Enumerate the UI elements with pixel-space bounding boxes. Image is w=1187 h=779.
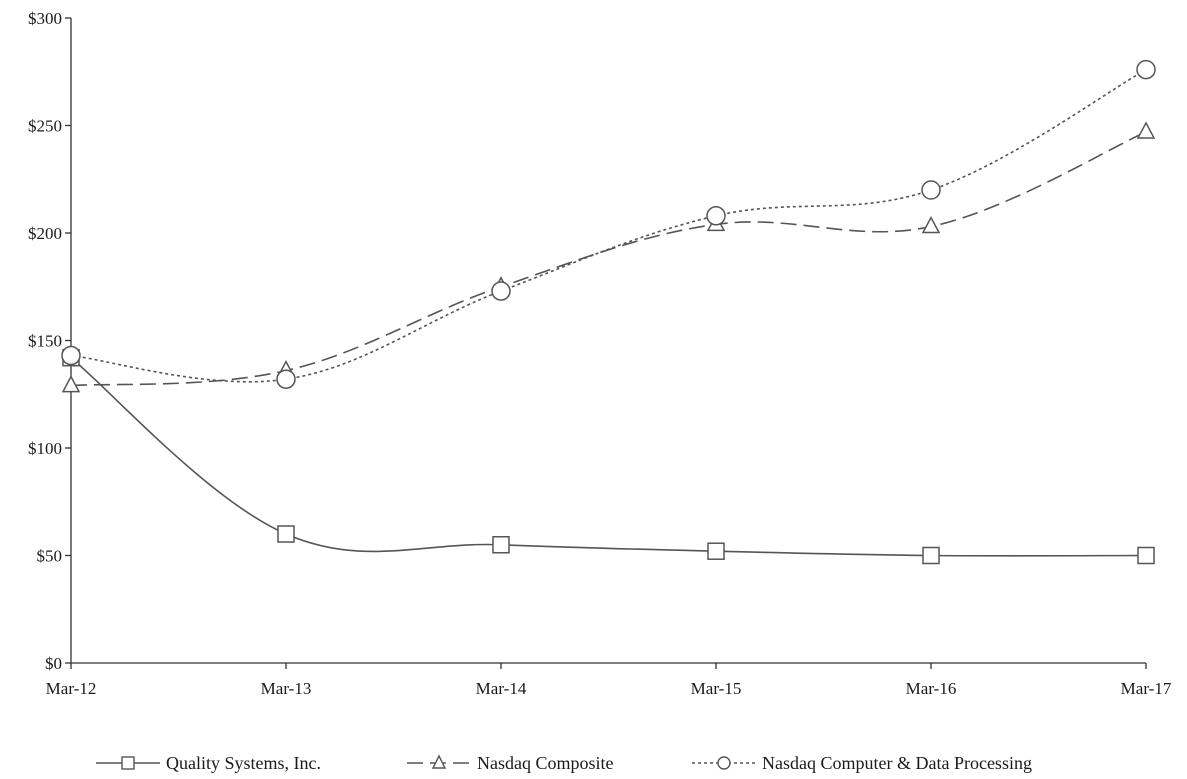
data-point [1136,121,1156,139]
x-tick-label: Mar-13 [261,679,312,698]
x-tick-label: Mar-14 [476,679,527,698]
data-point [61,375,81,393]
data-point [492,536,510,554]
data-point [491,281,511,301]
series-line [70,357,1147,557]
y-tick-label: $50 [37,547,63,566]
series [61,59,1156,389]
legend-item: Nasdaq Computer & Data Processing [692,753,1032,773]
x-tick-label: Mar-16 [906,679,957,698]
axes [70,18,1146,664]
series-line [70,68,1147,383]
legend-marker [121,756,135,770]
legend-item: Quality Systems, Inc. [96,753,321,773]
y-tick-label: $0 [45,654,62,673]
data-point [276,369,296,389]
legend-label: Nasdaq Computer & Data Processing [762,753,1032,773]
data-point [921,180,941,200]
legend-marker [431,754,447,769]
legend-label: Nasdaq Composite [477,753,614,773]
legend-item: Nasdaq Composite [407,753,614,773]
data-point [921,215,941,234]
legend-label: Quality Systems, Inc. [166,753,321,773]
x-ticks: Mar-12 Mar-13 Mar-14 Mar-15 Mar-16 Mar-17 [46,663,1172,698]
data-point [1137,546,1155,565]
y-tick-label: $300 [28,9,62,28]
data-point [61,345,81,366]
x-tick-label: Mar-17 [1121,679,1172,698]
data-point [922,546,940,565]
y-tick-label: $250 [28,117,62,136]
legend: Quality Systems, Inc. Nasdaq Composite Nas… [96,753,1032,773]
series-line [70,131,1147,387]
data-point [706,206,726,226]
legend-marker [717,756,731,770]
data-point [707,542,725,560]
x-tick-label: Mar-12 [46,679,97,698]
y-tick-label: $200 [28,224,62,243]
x-tick-label: Mar-15 [691,679,742,698]
y-tick-label: $100 [28,439,62,458]
series-layer [61,59,1156,565]
data-point [277,525,295,543]
data-point [1136,59,1156,80]
y-ticks: $0 $50 $100 $150 $200 $250 $300 [28,9,71,673]
y-tick-label: $150 [28,332,62,351]
